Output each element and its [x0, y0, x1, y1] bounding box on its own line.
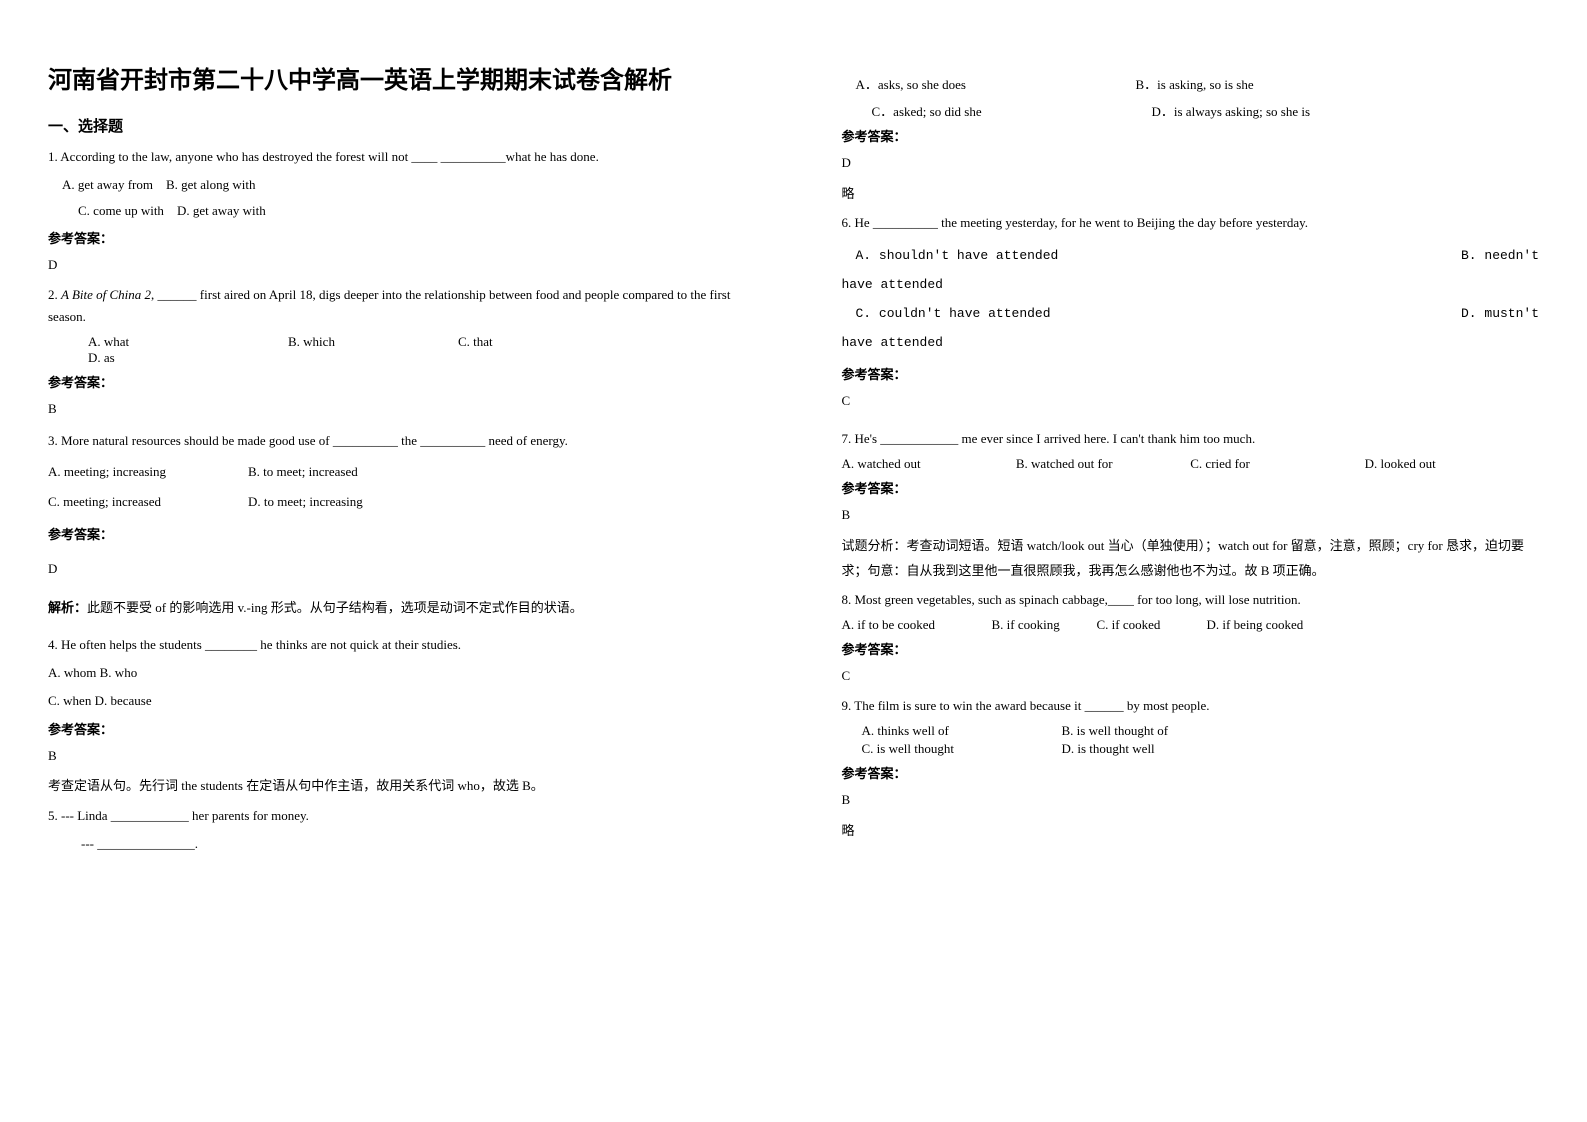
q8-optB: B. if cooking	[992, 617, 1097, 633]
section-title: 一、选择题	[48, 115, 746, 136]
q9-options-row1: A. thinks well of B. is well thought of	[862, 723, 1540, 739]
q6-answer: C	[842, 389, 1540, 414]
q6-answer-label: 参考答案：	[842, 364, 1540, 383]
q9-optC: C. is well thought	[862, 741, 1062, 757]
q5-answer-label: 参考答案：	[842, 126, 1540, 145]
q6-optA: A. shouldn't have attended	[856, 248, 1059, 263]
q7-answer-label: 参考答案：	[842, 478, 1540, 497]
q7-options: A. watched out B. watched out for C. cri…	[842, 456, 1540, 472]
q5-stem2: --- _______________.	[68, 833, 746, 855]
q3-stem: 3. More natural resources should be made…	[48, 428, 746, 454]
q9-options-row2: C. is well thought D. is thought well	[862, 741, 1540, 757]
q1-stem: 1. According to the law, anyone who has …	[48, 146, 746, 168]
page-title: 河南省开封市第二十八中学高一英语上学期期末试卷含解析	[48, 60, 746, 95]
q3-optD: D. to meet; increasing	[248, 494, 363, 510]
q9-optD: D. is thought well	[1062, 741, 1155, 757]
q1-optC: C. come up with	[78, 203, 164, 218]
q5-stem1: 5. --- Linda ____________ her parents fo…	[48, 805, 746, 827]
q8-optC: C. if cooked	[1097, 617, 1207, 633]
q9-optB: B. is well thought of	[1062, 723, 1169, 739]
q7-optA: A. watched out	[842, 456, 1016, 472]
q7-optC: C. cried for	[1190, 456, 1364, 472]
q6-optD-part: D. mustn't	[1461, 306, 1539, 321]
left-column: 河南省开封市第二十八中学高一英语上学期期末试卷含解析 一、选择题 1. Acco…	[0, 0, 794, 1122]
q1-optA: A. get away from	[62, 177, 153, 192]
q1-answer-label: 参考答案：	[48, 228, 746, 247]
q3-options-row1: A. meeting; increasing B. to meet; incre…	[48, 464, 746, 480]
q2-optB: B. which	[288, 334, 458, 350]
q7-stem: 7. He's ____________ me ever since I arr…	[842, 428, 1540, 450]
q2-optA: A. what	[88, 334, 288, 350]
q2-stem-italic: A Bite of China 2	[61, 287, 151, 302]
q7-optD: D. looked out	[1365, 456, 1539, 472]
q8-answer: C	[842, 664, 1540, 689]
q6-options-row1: A. shouldn't have attended B. needn't	[842, 248, 1540, 263]
q5-optD: D．is always asking; so she is	[1152, 101, 1311, 120]
q6-stem: 6. He __________ the meeting yesterday, …	[842, 212, 1540, 234]
q8-answer-label: 参考答案：	[842, 639, 1540, 658]
q4-optCD: C. when D. because	[48, 690, 746, 712]
q2-options-row1: A. what B. which C. that	[88, 334, 746, 350]
q3-answer: D	[48, 557, 746, 582]
q8-optA: A. if to be cooked	[842, 617, 992, 633]
q7-optB: B. watched out for	[1016, 456, 1190, 472]
q6-optD-cont: have attended	[842, 335, 1540, 350]
q3-analysis: 解析：此题不要受 of 的影响选用 v.-ing 形式。从句子结构看，选项是动词…	[48, 596, 746, 621]
q9-extra: 略	[842, 819, 1540, 844]
q9-optA: A. thinks well of	[862, 723, 1062, 739]
q2-optD: D. as	[88, 350, 746, 366]
q3-options-row2: C. meeting; increased D. to meet; increa…	[48, 494, 746, 510]
q5-optB: B．is asking, so is she	[1136, 74, 1254, 93]
q6-optB-part: B. needn't	[1461, 248, 1539, 263]
q5-options-row1: A．asks, so she does B．is asking, so is s…	[856, 74, 1540, 93]
q1-optD: D. get away with	[177, 203, 266, 218]
q7-answer: B	[842, 503, 1540, 528]
q2-stem: 2. A Bite of China 2, ______ first aired…	[48, 284, 746, 328]
q7-analysis: 试题分析：考查动词短语。短语 watch/look out 当心（单独使用）；w…	[842, 534, 1540, 583]
q2-answer-label: 参考答案：	[48, 372, 746, 391]
q4-answer: B	[48, 744, 746, 769]
q3-optC: C. meeting; increased	[48, 494, 248, 510]
q5-options-row2: C．asked; so did she D．is always asking; …	[872, 101, 1540, 120]
q9-answer-label: 参考答案：	[842, 763, 1540, 782]
q5-optA: A．asks, so she does	[856, 74, 1136, 93]
q3-answer-label: 参考答案：	[48, 524, 746, 543]
q5-answer: D	[842, 151, 1540, 176]
q3-analysis-text: 此题不要受 of 的影响选用 v.-ing 形式。从句子结构看，选项是动词不定式…	[87, 600, 583, 615]
q9-answer: B	[842, 788, 1540, 813]
q2-answer: B	[48, 397, 746, 422]
q6-optC: C. couldn't have attended	[856, 306, 1051, 321]
right-column: A．asks, so she does B．is asking, so is s…	[794, 0, 1587, 1122]
q9-stem: 9. The film is sure to win the award bec…	[842, 695, 1540, 717]
q6-options-row2: C. couldn't have attended D. mustn't	[842, 306, 1540, 321]
q5-extra: 略	[842, 182, 1540, 207]
q4-answer-label: 参考答案：	[48, 719, 746, 738]
q4-optAB: A. whom B. who	[48, 662, 746, 684]
q8-stem: 8. Most green vegetables, such as spinac…	[842, 589, 1540, 611]
q4-analysis: 考查定语从句。先行词 the students 在定语从句中作主语，故用关系代词…	[48, 774, 746, 799]
q3-analysis-bold: 解析：	[48, 600, 87, 615]
q1-options-row2: C. come up with D. get away with	[78, 200, 746, 222]
q4-stem: 4. He often helps the students ________ …	[48, 634, 746, 656]
q1-answer: D	[48, 253, 746, 278]
q1-optB: B. get along with	[166, 177, 256, 192]
q5-optC: C．asked; so did she	[872, 101, 1152, 120]
q3-optA: A. meeting; increasing	[48, 464, 248, 480]
q2-stem-suffix: , ______ first aired on April 18, digs d…	[48, 287, 730, 324]
q8-options: A. if to be cooked B. if cooking C. if c…	[842, 617, 1540, 633]
q1-options-row1: A. get away from B. get along with	[62, 174, 746, 196]
q6-optB-cont: have attended	[842, 277, 1540, 292]
q8-optD: D. if being cooked	[1207, 617, 1304, 633]
q3-optB: B. to meet; increased	[248, 464, 358, 480]
q2-stem-prefix: 2.	[48, 287, 61, 302]
q2-optC: C. that	[458, 334, 493, 350]
